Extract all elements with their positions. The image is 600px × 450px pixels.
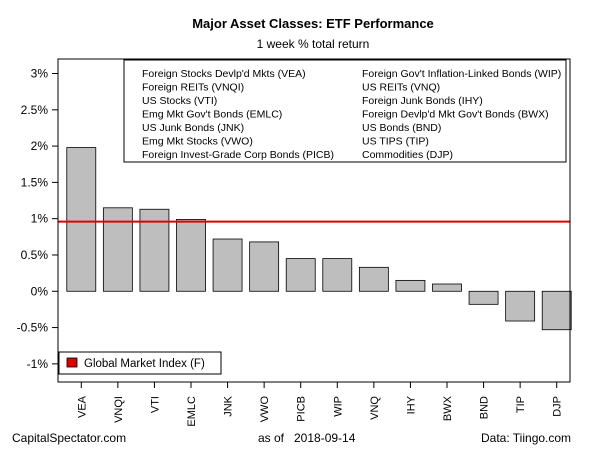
- x-tick-label: EMLC: [186, 396, 198, 427]
- bar: [505, 290, 536, 322]
- y-tick-label: -0.5%: [17, 321, 49, 335]
- legend-box-frame: [123, 59, 567, 163]
- x-tick-label: WIP: [332, 396, 344, 417]
- chart-title: Major Asset Classes: ETF Performance: [192, 16, 434, 31]
- x-tick-label: BWX: [442, 395, 454, 421]
- bar: [395, 279, 426, 292]
- legend-left-column: Foreign Stocks Devlp'd Mkts (VEA) Foreign…: [142, 68, 334, 161]
- reference-legend-label: Global Market Index (F): [84, 358, 205, 370]
- legend-entry: US Junk Bonds (JNK): [142, 122, 244, 134]
- legend-entry: Foreign Invest-Grade Corp Bonds (PICB): [142, 149, 334, 161]
- legend-entry: Foreign Gov't Inflation-Linked Bonds (WI…: [362, 68, 561, 80]
- legend-entry: Foreign Devlp'd Mkt Gov't Bonds (BWX): [362, 109, 549, 121]
- x-tick-label: PICB: [296, 396, 308, 422]
- bar: [249, 241, 280, 292]
- footer-as-of-date: 2018-09-14: [294, 431, 356, 445]
- legend-entry: Foreign Stocks Devlp'd Mkts (VEA): [142, 68, 306, 80]
- bars: [66, 147, 572, 331]
- y-tick-label: 0%: [31, 284, 49, 298]
- x-tick-label: DJP: [552, 396, 564, 417]
- x-axis-labels: VEA VNQI VTI EMLC JNK VWO PICB WIP VNQ IHY BWX BND T…: [76, 382, 564, 427]
- legend-entry: US TIPS (TIP): [362, 136, 429, 148]
- y-tick-label: 3%: [31, 67, 49, 81]
- x-tick-label: VEA: [76, 395, 88, 418]
- legend-entry: Emg Mkt Stocks (VWO): [142, 136, 253, 148]
- y-tick-label: 1%: [31, 212, 49, 226]
- bar: [212, 238, 243, 292]
- bar: [541, 290, 572, 331]
- legend-right-column: Foreign Gov't Inflation-Linked Bonds (WI…: [362, 68, 561, 161]
- footer-source-left: CapitalSpectator.com: [12, 431, 126, 445]
- plot-frame: [57, 58, 571, 383]
- x-tick-label: VTI: [149, 396, 161, 413]
- legend-entry: Foreign REITs (VNQI): [142, 82, 244, 94]
- chart-subtitle: 1 week % total return: [257, 37, 370, 51]
- reference-legend: Global Market Index (F): [58, 351, 222, 375]
- footer-source-right: Data: Tiingo.com: [481, 431, 571, 445]
- x-tick-label: VNQI: [113, 396, 125, 423]
- legend-box: Foreign Stocks Devlp'd Mkts (VEA) Foreign…: [123, 59, 567, 163]
- bar: [176, 219, 206, 292]
- bar: [322, 258, 353, 292]
- legend-entry: US Stocks (VTI): [142, 95, 217, 107]
- y-tick-label: 2.5%: [21, 103, 49, 117]
- x-tick-label: IHY: [405, 395, 417, 414]
- x-tick-label: TIP: [515, 396, 527, 413]
- bar: [66, 147, 97, 292]
- x-tick-label: VWO: [259, 396, 271, 423]
- bar: [102, 207, 133, 292]
- legend-entry: Commodities (DJP): [362, 149, 453, 161]
- reference-legend-swatch: [66, 357, 78, 368]
- y-tick-label: 1.5%: [21, 175, 49, 189]
- legend-entry: US REITs (VNQ): [362, 82, 440, 94]
- x-tick-label: JNK: [223, 395, 235, 416]
- footer-as-of-label: as of: [258, 431, 285, 445]
- y-axis: -1% -0.5% 0% 0.5% 1% 1.5% 2% 2.5% 3%: [17, 67, 58, 371]
- y-tick-label: 0.5%: [21, 248, 49, 262]
- legend-entry: US Bonds (BND): [362, 122, 441, 134]
- reference-legend-frame: [58, 351, 222, 375]
- x-tick-label: VNQ: [369, 396, 381, 420]
- bar: [432, 283, 462, 292]
- y-tick-label: -1%: [27, 357, 49, 371]
- legend-entry: Foreign Junk Bonds (IHY): [362, 95, 483, 107]
- bar: [139, 208, 170, 292]
- legend-entry: Emg Mkt Gov't Bonds (EMLC): [142, 109, 282, 121]
- bar: [285, 258, 316, 292]
- x-tick-label: BND: [479, 396, 491, 419]
- bar: [358, 266, 389, 292]
- bar: [468, 290, 499, 305]
- y-tick-label: 2%: [31, 139, 49, 153]
